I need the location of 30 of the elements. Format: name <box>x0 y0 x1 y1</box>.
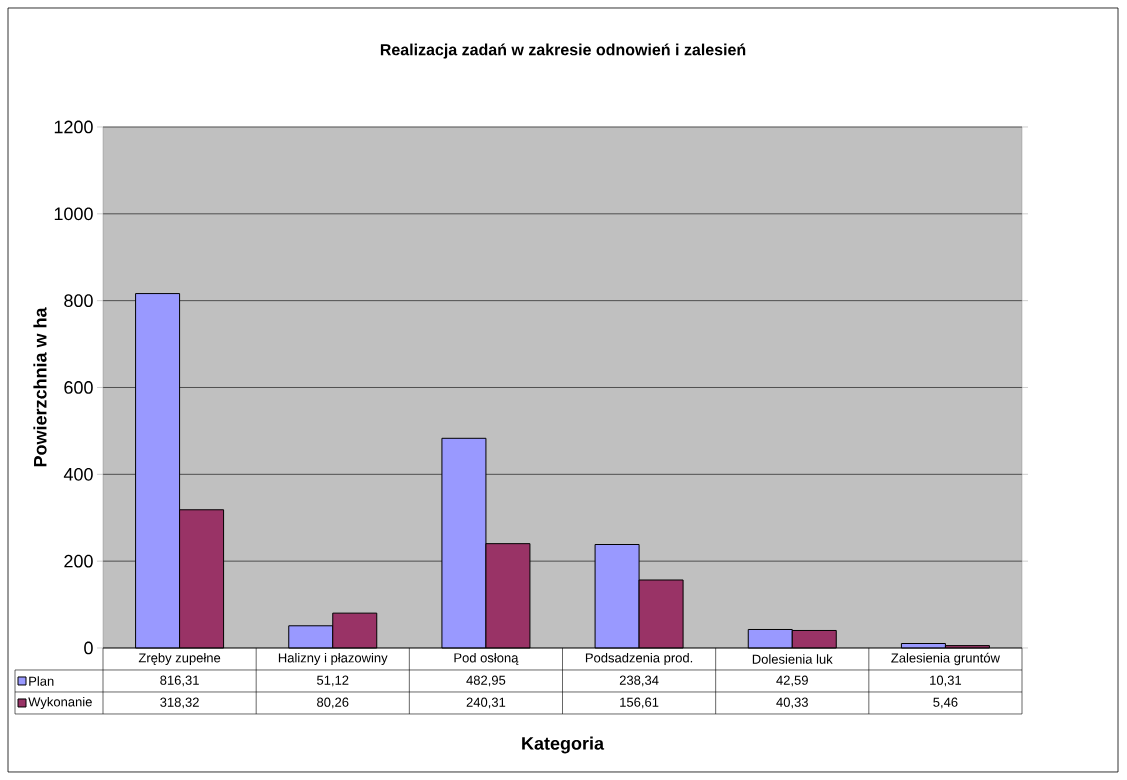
y-axis-title: Powierzchnia w ha <box>33 307 47 467</box>
data-label: 42,59 <box>776 675 808 687</box>
y-tick-label: 1200 <box>54 120 93 134</box>
data-label: 238,34 <box>619 675 659 687</box>
chart-title: Realizacja zadań w zakresie odnowień i zalesień <box>380 43 746 59</box>
data-label: 156,61 <box>620 697 659 709</box>
x-tick-label: Zręby zupełne <box>138 652 221 666</box>
legend-label: Wykonanie <box>28 696 92 710</box>
data-label: 482,95 <box>466 675 506 687</box>
y-tick-label: 400 <box>63 467 93 481</box>
x-tick-label: Dolesienia luk <box>752 654 833 664</box>
data-label: 51,12 <box>317 675 349 687</box>
data-label: 816,31 <box>160 675 199 687</box>
data-label: 40,33 <box>776 697 808 709</box>
y-tick-label: 1000 <box>54 207 93 221</box>
data-label: 240,31 <box>466 697 506 709</box>
legend-label: Plan <box>29 676 54 686</box>
data-label: 80,26 <box>317 697 349 709</box>
data-label: 10,31 <box>930 675 962 687</box>
x-tick-label: Zalesienia gruntów <box>891 652 1000 666</box>
y-tick-label: 0 <box>84 641 93 655</box>
data-label: 5,46 <box>933 697 958 709</box>
y-tick-label: 200 <box>64 554 93 568</box>
y-tick-label: 800 <box>64 294 93 308</box>
x-tick-label: Halizny i płazowiny <box>278 652 388 666</box>
x-tick-label: Pod osłoną <box>454 652 519 666</box>
x-tick-label: Podsadzenia prod. <box>585 652 693 666</box>
data-label: 318,32 <box>160 697 199 709</box>
x-axis-title: Kategoria <box>522 736 605 754</box>
y-tick-label: 600 <box>64 381 93 394</box>
